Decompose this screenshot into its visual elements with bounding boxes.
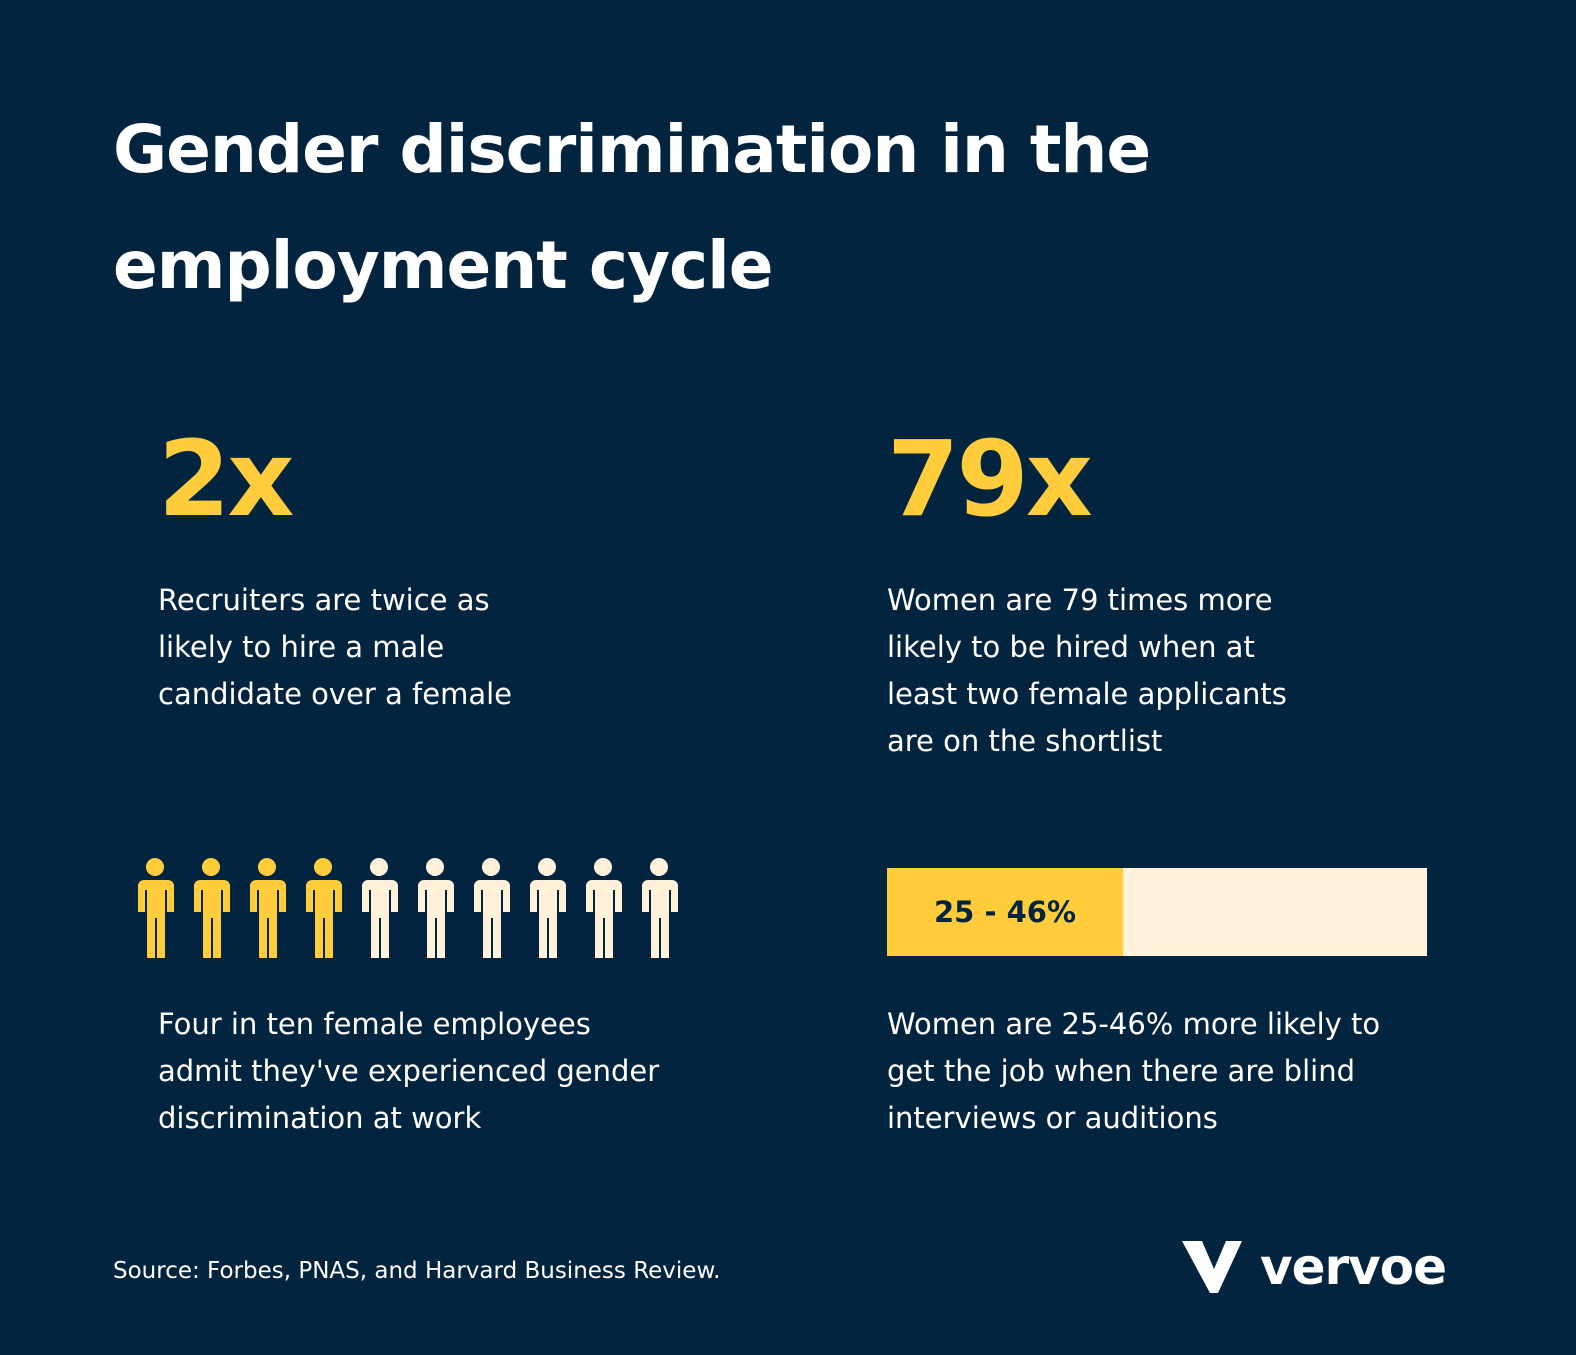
person-icon-filled (194, 858, 230, 958)
logo: vervoe (1180, 1238, 1447, 1296)
person-icon-filled (306, 858, 342, 958)
logo-text: vervoe (1260, 1238, 1447, 1296)
description-line: Four in ten female employees (158, 1007, 591, 1041)
description-line: discrimination at work (158, 1101, 482, 1135)
description-line: likely to be hired when at (887, 630, 1255, 664)
description-line: admit they've experienced gender (158, 1054, 660, 1088)
range-bar-fill: 25 - 46% (887, 868, 1123, 956)
person-icon (418, 858, 454, 958)
description-line: candidate over a female (158, 677, 513, 711)
description-line: are on the shortlist (887, 724, 1163, 758)
description-line: least two female applicants (887, 677, 1287, 711)
person-icon (586, 858, 622, 958)
person-icon (362, 858, 398, 958)
logo-mark (1182, 1241, 1242, 1293)
range-bar: 25 - 46% (887, 868, 1427, 956)
stat-description: Recruiters are twice as likely to hire a … (158, 577, 512, 718)
stat-figure: 79x (887, 418, 1093, 540)
description-line: interviews or auditions (887, 1101, 1218, 1135)
stat-figure: 2x (158, 418, 294, 540)
person-icon (530, 858, 566, 958)
description-line: Women are 79 times more (887, 583, 1273, 617)
stat-description: Women are 79 times more likely to be hire… (887, 577, 1287, 765)
source: Source: Forbes, PNAS, and Harvard Busine… (113, 1258, 721, 1284)
person-icon-filled (250, 858, 286, 958)
description-line: Women are 25-46% more likely to (887, 1007, 1381, 1041)
description-line: Recruiters are twice as (158, 583, 490, 617)
title: Gender discrimination in the employment … (113, 111, 1151, 304)
stat-description: Women are 25-46% more likely to get the j… (887, 1001, 1380, 1142)
person-icon (642, 858, 678, 958)
description-line: get the job when there are blind (887, 1054, 1355, 1088)
stat-description: Four in ten female employees admit they'v… (158, 1001, 659, 1142)
pictogram (138, 858, 678, 958)
person-icon-filled (138, 858, 174, 958)
person-icon (474, 858, 510, 958)
description-line: likely to hire a male (158, 630, 445, 664)
